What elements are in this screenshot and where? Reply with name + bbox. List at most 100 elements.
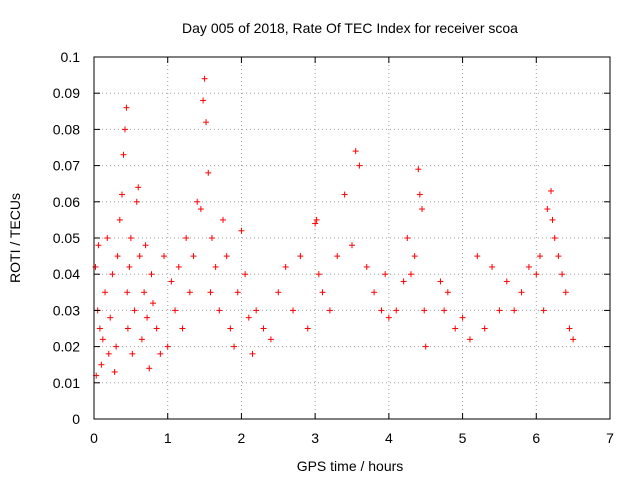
y-tick-label: 0.01 <box>53 375 80 391</box>
data-point <box>349 242 355 249</box>
data-point <box>419 206 426 213</box>
data-point <box>466 336 473 343</box>
x-tick-label: 1 <box>164 430 172 446</box>
data-point <box>124 325 131 332</box>
data-point <box>422 343 429 350</box>
data-point <box>92 263 99 270</box>
data-point <box>407 271 414 278</box>
y-tick-label: 0.03 <box>53 302 80 318</box>
data-point <box>378 307 385 314</box>
data-point <box>548 187 555 194</box>
data-point <box>113 343 120 350</box>
data-point <box>481 325 488 332</box>
data-point <box>393 307 400 314</box>
y-tick-label: 0.07 <box>53 158 80 174</box>
y-tick-label: 0.1 <box>61 49 81 65</box>
x-axis-title: GPS time / hours <box>297 458 404 474</box>
data-point <box>126 263 133 270</box>
data-point <box>131 307 138 314</box>
y-tick-labels: 0 0.01 0.02 0.03 0.04 0.05 0.06 0.07 0.08 0.09 0.1 <box>53 49 80 427</box>
data-point <box>297 253 304 260</box>
data-point <box>363 263 370 270</box>
data-point <box>127 235 134 241</box>
data-point <box>102 289 109 296</box>
data-point <box>135 184 142 191</box>
data-point <box>216 307 223 314</box>
x-tick-label: 2 <box>238 430 246 446</box>
data-point <box>234 289 241 296</box>
data-point <box>489 263 496 270</box>
data-point <box>144 314 151 321</box>
data-point <box>511 307 518 314</box>
data-point <box>253 307 260 314</box>
data-point <box>175 263 182 270</box>
data-point <box>186 289 193 296</box>
data-point <box>99 336 106 343</box>
data-point <box>474 253 481 260</box>
data-point <box>290 307 297 314</box>
data-point <box>356 162 363 169</box>
data-point <box>459 314 466 321</box>
data-point <box>444 289 451 296</box>
data-point <box>525 263 532 270</box>
data-point <box>168 278 175 285</box>
data-point <box>555 253 562 260</box>
data-point <box>190 253 197 260</box>
y-tick-label: 0.05 <box>53 230 80 246</box>
x-tick-label: 3 <box>311 430 319 446</box>
data-point <box>559 271 566 278</box>
data-point <box>267 336 274 343</box>
data-point <box>95 242 102 249</box>
data-point <box>129 350 136 357</box>
data-point <box>404 235 411 241</box>
data-point <box>208 235 215 241</box>
data-point <box>415 166 422 173</box>
data-point <box>421 307 428 314</box>
data-points <box>92 75 577 379</box>
data-point <box>179 325 186 332</box>
data-point <box>496 307 503 314</box>
y-tick-label: 0.09 <box>53 85 80 101</box>
data-point <box>220 216 226 223</box>
data-point <box>138 336 145 343</box>
y-tick-label: 0 <box>72 411 80 427</box>
data-point <box>231 343 238 350</box>
data-point <box>212 263 219 270</box>
data-point <box>319 289 326 296</box>
data-point <box>245 314 252 321</box>
data-point <box>142 242 149 249</box>
data-point <box>194 198 201 205</box>
data-point <box>105 350 112 357</box>
data-point <box>562 289 569 296</box>
x-tick-label: 7 <box>606 430 614 446</box>
data-point <box>549 216 556 223</box>
data-point <box>207 289 214 296</box>
data-point <box>260 325 267 332</box>
data-point <box>133 198 140 205</box>
data-point <box>161 253 168 260</box>
data-point <box>352 148 359 155</box>
data-point <box>123 104 130 111</box>
data-point <box>227 325 234 332</box>
data-point <box>146 365 153 372</box>
data-point <box>172 307 179 314</box>
data-point <box>164 343 171 350</box>
data-point <box>315 271 322 278</box>
data-point <box>136 253 143 260</box>
data-point <box>111 368 118 375</box>
data-point <box>437 278 444 285</box>
data-point <box>540 307 547 314</box>
data-point <box>503 278 510 285</box>
data-point <box>416 191 423 198</box>
data-point <box>566 325 573 332</box>
data-point <box>197 206 204 213</box>
data-point <box>203 119 210 126</box>
x-tick-label: 4 <box>385 430 393 446</box>
data-point <box>382 271 389 278</box>
y-tick-label: 0.08 <box>53 121 80 137</box>
y-tick-label: 0.04 <box>53 266 80 282</box>
data-point <box>119 191 126 198</box>
data-point <box>141 289 148 296</box>
chart-title: Day 005 of 2018, Rate Of TEC Index for r… <box>182 20 518 36</box>
